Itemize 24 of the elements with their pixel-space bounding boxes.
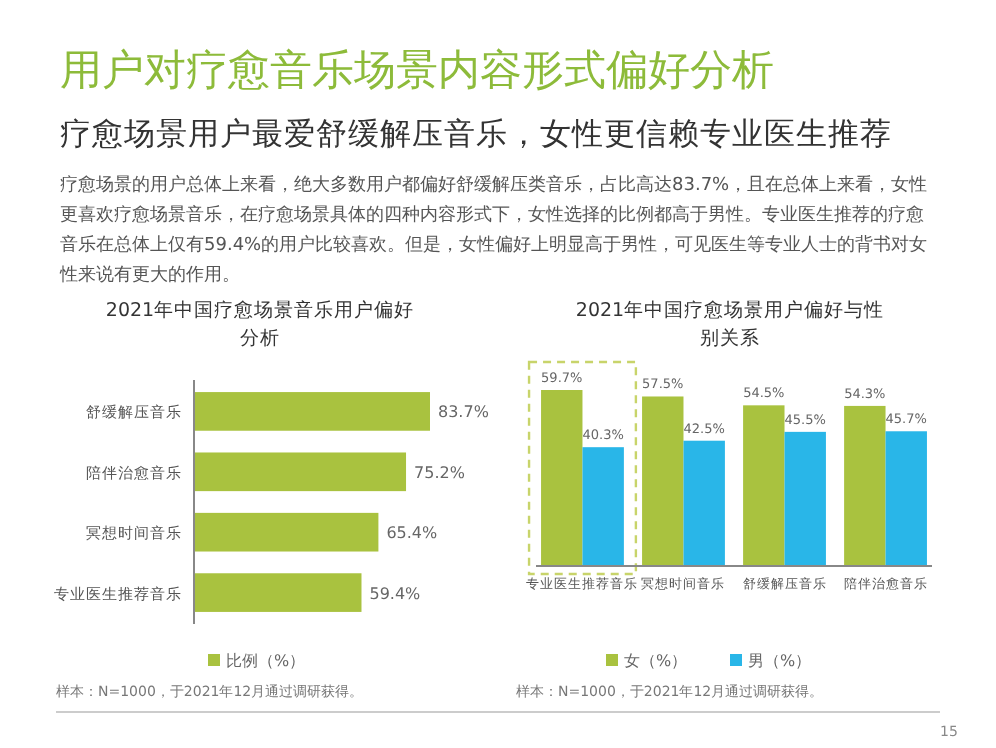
bar: [541, 390, 583, 566]
legend-label: 男（%）: [748, 652, 812, 670]
legend-label: 比例（%）: [226, 652, 306, 670]
data-label: 83.7%: [438, 403, 490, 422]
bar: [642, 396, 684, 566]
data-label: 65.4%: [386, 524, 439, 543]
bar: [194, 573, 362, 612]
bar: [194, 392, 430, 431]
text: 疗愈场景用户最爱舒缓解压音乐，女性更信赖专业医生推荐: [60, 116, 892, 152]
bar: [784, 431, 826, 566]
data-label: 59.4%: [369, 584, 422, 603]
bar: [582, 447, 624, 566]
chart-title: 2021年中国疗愈场景音乐用户偏好分析: [105, 298, 415, 350]
text: 用户对疗愈音乐场景内容形式偏好分析: [60, 46, 774, 94]
data-label: 75.2%: [414, 463, 466, 482]
bar: [194, 452, 407, 492]
bar: [194, 512, 379, 552]
bar: [683, 440, 725, 566]
chart-title: 2021年中国疗愈场景用户偏好与性别关系: [575, 298, 885, 350]
bar: [844, 405, 886, 566]
legend-label: 女（%）: [624, 652, 688, 670]
bar: [885, 431, 927, 566]
bar: [743, 405, 785, 566]
text: 疗愈场景的用户总体上来看，绝大多数用户都偏好舒缓解压类音乐，占比高达83.7%，且在总体上来看，女性更喜欢疗愈场景音乐，在疗愈场景具体的四种内容形式下，女性选择的比例都高于男性。专业医生推荐的疗愈音乐在总体上仅有59.4%的用户比较喜欢。但是，女性偏好上明显高于男性，可见医生等专业人士的背书对女性来说有更大的作用。: [58, 174, 928, 286]
